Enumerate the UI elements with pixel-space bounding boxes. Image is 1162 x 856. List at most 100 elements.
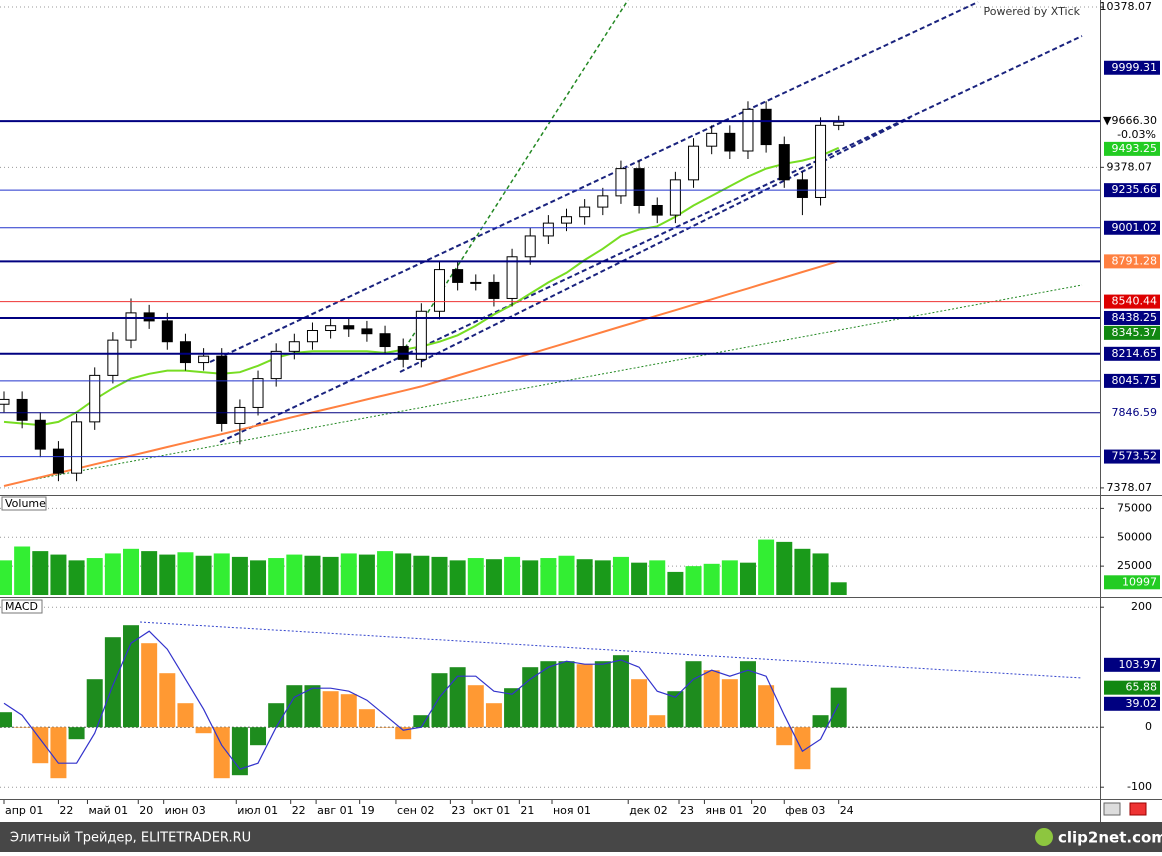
level-label: 9999.31 bbox=[1112, 61, 1158, 74]
icon[interactable] bbox=[1103, 802, 1121, 816]
histogram-bar bbox=[758, 685, 775, 728]
x-tick-label: окт 01 bbox=[473, 804, 510, 817]
histogram-bar bbox=[231, 727, 248, 776]
trend-line bbox=[209, 1, 979, 363]
volume-bar bbox=[558, 555, 575, 595]
level-label-box bbox=[1104, 696, 1160, 711]
candle-body bbox=[288, 341, 300, 352]
candle-body bbox=[561, 216, 573, 224]
histogram-bar bbox=[141, 643, 158, 728]
panel-label: MACD bbox=[5, 600, 38, 613]
histogram-bar bbox=[50, 727, 67, 779]
histogram-bar bbox=[794, 727, 811, 770]
level-label-box bbox=[1104, 680, 1160, 695]
volume-bar bbox=[449, 560, 466, 595]
x-tick-label: фев 03 bbox=[785, 804, 825, 817]
volume-bar bbox=[32, 551, 49, 595]
candle-body bbox=[452, 269, 464, 283]
volume-bar bbox=[104, 553, 121, 595]
volume-bar bbox=[250, 560, 267, 595]
histogram-bar bbox=[667, 691, 684, 728]
y-tick-label: 75000 bbox=[1117, 501, 1152, 514]
level-label-box bbox=[1104, 449, 1160, 464]
x-tick-label: июл 01 bbox=[237, 804, 278, 817]
histogram-bar bbox=[449, 667, 466, 728]
level-label: 9001.02 bbox=[1112, 221, 1158, 234]
panel-label: Volume bbox=[5, 497, 46, 510]
candle-body bbox=[198, 355, 210, 364]
x-tick-label: дек 02 bbox=[629, 804, 668, 817]
volume-bar bbox=[358, 554, 375, 595]
level-label: 8214.65 bbox=[1112, 347, 1158, 360]
volume-bar bbox=[485, 559, 502, 595]
x-tick-label: июн 03 bbox=[165, 804, 206, 817]
volume-bar bbox=[739, 562, 756, 595]
volume-bar bbox=[794, 548, 811, 595]
x-tick-label: 24 bbox=[840, 804, 854, 817]
volume-bar bbox=[413, 555, 430, 595]
signal-line bbox=[3, 630, 840, 770]
histogram-bar bbox=[631, 679, 648, 728]
candle-body bbox=[0, 398, 10, 405]
candle-body bbox=[760, 108, 772, 146]
level-label: 103.97 bbox=[1119, 658, 1158, 671]
volume-bar bbox=[86, 558, 103, 595]
level-label: 8045.75 bbox=[1112, 374, 1158, 387]
logo-text[interactable]: clip2net.com bbox=[1058, 829, 1162, 847]
histogram-bar bbox=[304, 685, 321, 728]
histogram-bar bbox=[159, 673, 176, 728]
candle-body bbox=[415, 310, 427, 360]
volume-bar bbox=[268, 558, 285, 595]
y-tick-label: 10378.07 bbox=[1100, 0, 1153, 13]
x-tick-label: 22 bbox=[59, 804, 73, 817]
histogram-bar bbox=[558, 661, 575, 728]
volume-bar bbox=[830, 582, 847, 595]
level-label: 8438.25 bbox=[1112, 311, 1158, 324]
level-label-box bbox=[1104, 294, 1160, 309]
candle-body bbox=[651, 204, 663, 216]
histogram-bar bbox=[123, 625, 140, 728]
level-label-box bbox=[1104, 373, 1160, 388]
y-tick-label: 25000 bbox=[1117, 559, 1152, 572]
candle-body bbox=[325, 325, 337, 332]
candle-body bbox=[833, 121, 845, 126]
x-tick-label: янв 01 bbox=[705, 804, 743, 817]
volume-bar bbox=[395, 553, 412, 595]
x-tick-label: май 01 bbox=[88, 804, 128, 817]
change-label: -0.03% bbox=[1117, 128, 1156, 141]
histogram-bar bbox=[14, 727, 31, 728]
x-tick-label: 23 bbox=[451, 804, 465, 817]
volume-bar bbox=[322, 556, 339, 595]
x-tick-label: апр 01 bbox=[5, 804, 43, 817]
level-label-box bbox=[1104, 114, 1160, 129]
volume-bar bbox=[159, 554, 176, 595]
histogram-bar bbox=[322, 691, 339, 728]
x-tick-label: ноя 01 bbox=[553, 804, 591, 817]
level-label-box bbox=[1104, 310, 1160, 325]
histogram-bar bbox=[413, 715, 430, 728]
level-label-box bbox=[1104, 575, 1160, 590]
histogram-bar bbox=[68, 727, 85, 740]
icon[interactable] bbox=[1129, 802, 1147, 816]
histogram-bar bbox=[504, 688, 521, 728]
volume-bar bbox=[304, 555, 321, 595]
histogram-bar bbox=[358, 709, 375, 728]
volume-bar bbox=[141, 551, 158, 595]
x-tick-label: 19 bbox=[361, 804, 375, 817]
volume-bar bbox=[721, 560, 738, 595]
x-tick-label: 20 bbox=[139, 804, 153, 817]
volume-bar bbox=[685, 566, 702, 595]
volume-bar bbox=[68, 560, 85, 595]
x-tick-label: сен 02 bbox=[397, 804, 435, 817]
volume-bar bbox=[703, 563, 720, 595]
volume-bar bbox=[504, 556, 521, 595]
status-bar bbox=[0, 822, 1162, 852]
volume-bar bbox=[667, 571, 684, 595]
candle-body bbox=[143, 312, 155, 322]
histogram-bar bbox=[812, 715, 829, 728]
volume-bar bbox=[177, 552, 194, 595]
histogram-bar bbox=[685, 661, 702, 728]
candle-body bbox=[506, 256, 518, 299]
